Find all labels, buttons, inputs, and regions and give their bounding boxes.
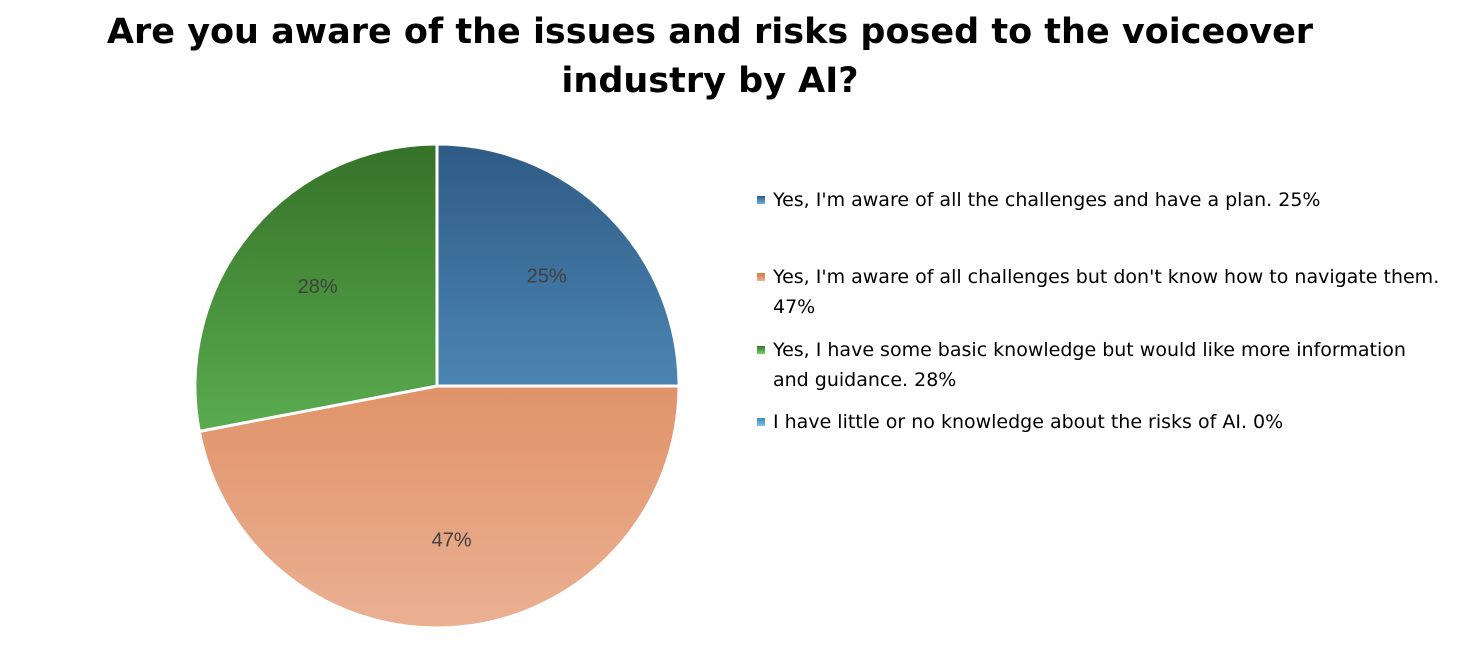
legend-swatch-green	[757, 346, 765, 354]
legend-item-little-or-no-knowledge: I have little or no knowledge about the …	[757, 407, 1447, 437]
legend-item-yes-aware-dont-know-how: Yes, I'm aware of all challenges but don…	[757, 262, 1447, 322]
legend-text-line: I have little or no knowledge about the …	[773, 411, 1284, 433]
legend-item-basic-knowledge: Yes, I have some basic knowledge but wou…	[757, 335, 1447, 395]
chart-title: Are you aware of the issues and risks po…	[0, 8, 1420, 106]
legend-swatch-lightblue	[757, 418, 765, 426]
legend-text-line: 47%	[773, 296, 816, 318]
chart-legend: Yes, I'm aware of all the challenges and…	[757, 185, 1447, 437]
pie-slices	[193, 142, 681, 630]
legend-text-line: and guidance. 28%	[773, 369, 957, 391]
legend-text-line: Yes, I have some basic knowledge but wou…	[773, 339, 1406, 361]
chart-title-line-2: industry by AI?	[561, 61, 859, 101]
slice-yes-aware-dont-know-how	[197, 384, 681, 630]
pie-data-labels: 25% 47% 28%	[298, 265, 567, 551]
legend-item-yes-aware-with-plan: Yes, I'm aware of all the challenges and…	[757, 185, 1447, 215]
data-label-basic-knowledge: 28%	[298, 276, 338, 298]
chart-title-line-1: Are you aware of the issues and risks po…	[106, 12, 1314, 52]
data-label-yes-aware-with-plan: 25%	[527, 265, 567, 287]
legend-text-line: Yes, I'm aware of all challenges but don…	[773, 266, 1440, 288]
legend-swatch-orange	[757, 273, 765, 281]
slice-basic-knowledge	[193, 142, 439, 433]
legend-text-line: Yes, I'm aware of all the challenges and…	[773, 189, 1321, 211]
slice-yes-aware-with-plan	[435, 142, 681, 388]
data-label-yes-aware-dont-know-how: 47%	[432, 529, 472, 551]
legend-swatch-blue	[757, 196, 765, 204]
